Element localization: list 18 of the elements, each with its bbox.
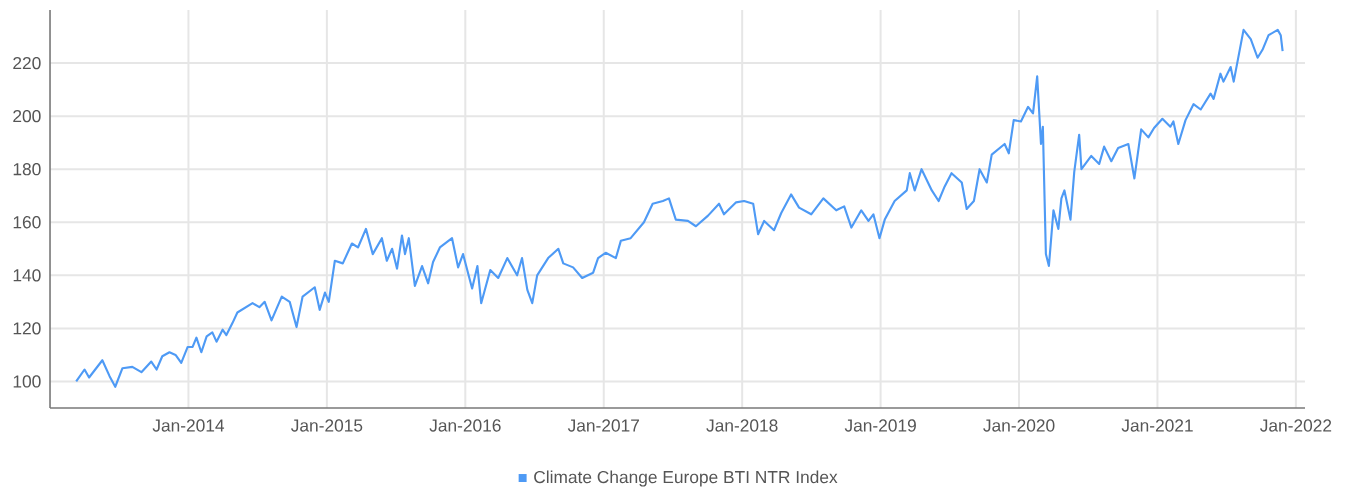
x-tick-label: Jan-2018 [706, 419, 778, 432]
y-tick-label: 120 [13, 322, 41, 335]
x-tick-label: Jan-2021 [1121, 419, 1193, 432]
x-tick-label: Jan-2016 [429, 419, 501, 432]
y-tick-label: 220 [13, 56, 41, 70]
x-tick-label: Jan-2017 [567, 419, 639, 432]
y-tick-label: 180 [13, 163, 41, 176]
x-tick-label: Jan-2019 [844, 419, 916, 432]
y-tick-label: 160 [13, 216, 41, 229]
y-tick-label: 100 [13, 375, 41, 388]
x-tick-label: Jan-2014 [152, 419, 225, 432]
y-tick-label: 140 [13, 269, 41, 282]
x-tick-label: Jan-2022 [1260, 419, 1332, 432]
x-tick-label: Jan-2020 [983, 419, 1055, 432]
line-series [75, 28, 1284, 388]
x-tick-label: Jan-2015 [291, 419, 363, 432]
legend-label: Climate Change Europe BTI NTR Index [534, 470, 838, 487]
y-tick-label: 200 [13, 109, 41, 123]
